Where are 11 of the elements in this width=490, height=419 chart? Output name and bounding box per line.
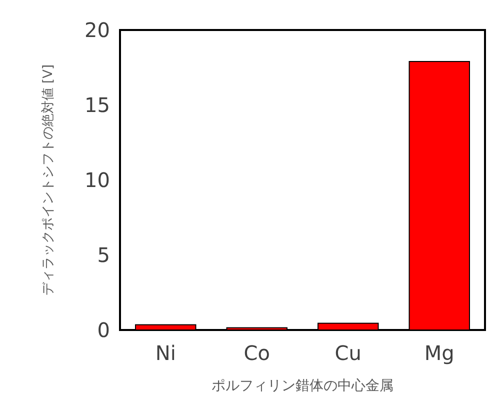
x-axis-title: ポルフィリン錯体の中心金属 xyxy=(212,378,394,394)
y-tick-label: 10 xyxy=(84,168,110,192)
y-tick-label: 20 xyxy=(84,18,110,42)
x-tick-label: Mg xyxy=(424,341,454,365)
y-tick-label: 15 xyxy=(84,93,110,117)
y-axis-title: ディラックポイントシフトの絶対値 [V] xyxy=(40,64,56,296)
x-tick-label: Ni xyxy=(155,341,176,365)
y-tick-label: 5 xyxy=(97,243,110,267)
x-tick-label: Cu xyxy=(334,341,362,365)
x-tick-label: Co xyxy=(244,341,270,365)
y-tick-label: 0 xyxy=(97,318,110,342)
